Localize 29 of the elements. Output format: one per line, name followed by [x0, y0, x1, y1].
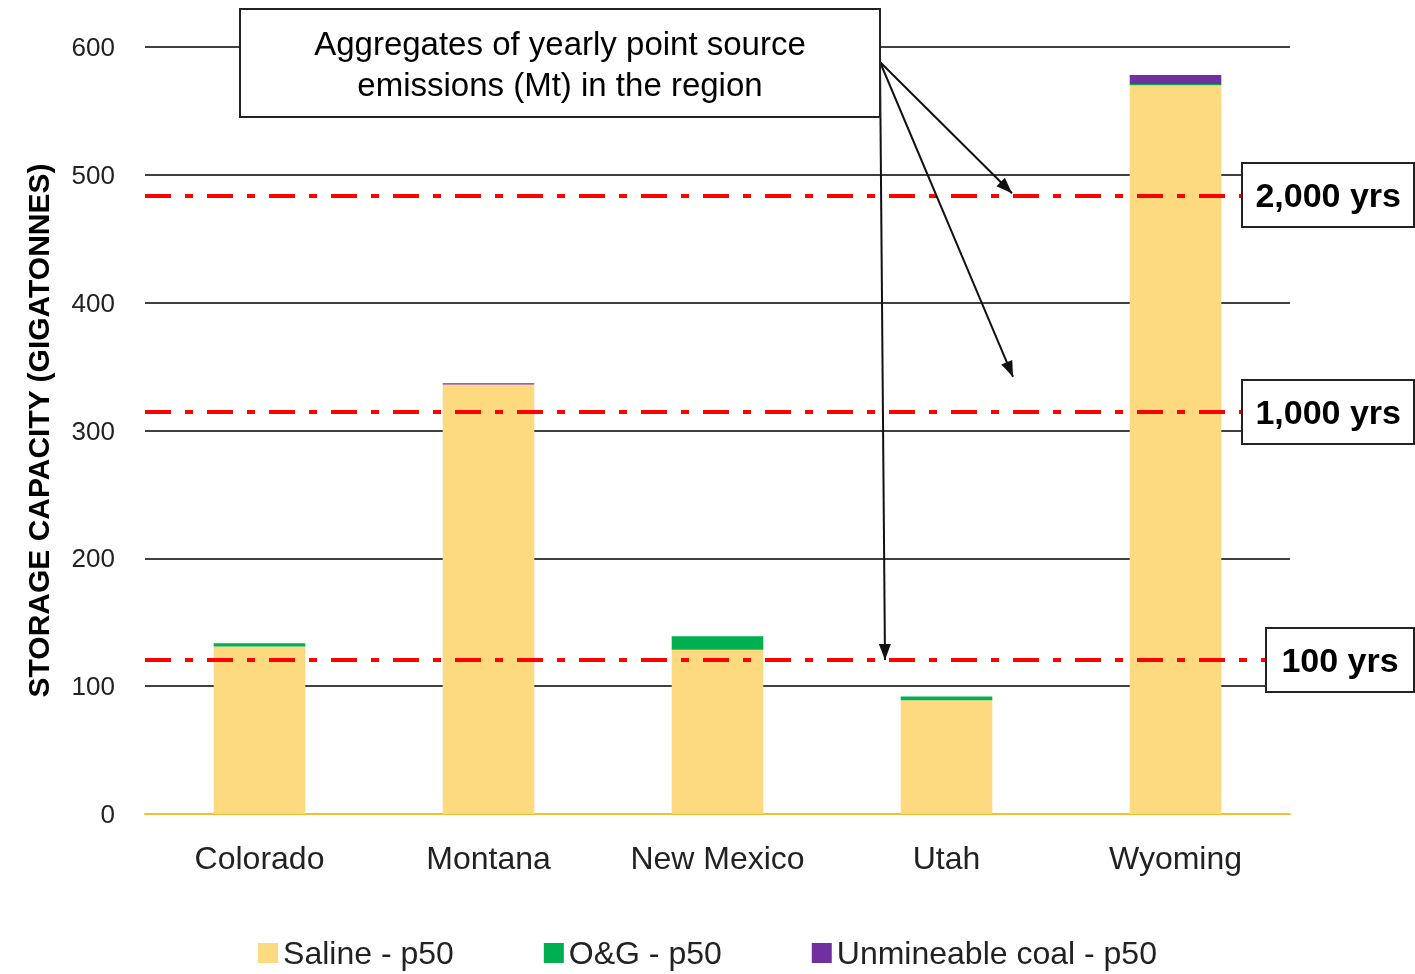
- y-tick-label: 100: [71, 671, 115, 702]
- bar: [900, 700, 993, 814]
- ref-line-label: 100 yrs: [1265, 626, 1415, 693]
- y-tick-label: 400: [71, 287, 115, 318]
- y-axis-title: STORAGE CAPACITY (GIGATONNES): [21, 163, 55, 698]
- y-tick-label: 300: [71, 415, 115, 446]
- y-tick-label: 0: [100, 799, 115, 829]
- x-tick-label: Utah: [912, 840, 981, 876]
- bar: [1129, 75, 1222, 85]
- legend-label: Saline - p50: [283, 935, 454, 971]
- y-tick-label: 200: [71, 543, 115, 574]
- ref-line-label: 2,000 yrs: [1241, 162, 1415, 229]
- x-tick-label: New Mexico: [630, 840, 805, 876]
- x-tick-label: Montana: [426, 840, 551, 876]
- y-tick-label: 500: [71, 159, 115, 190]
- bar: [213, 646, 306, 814]
- legend-label: O&G - p50: [568, 935, 722, 971]
- x-tick-label: Wyoming: [1108, 840, 1243, 876]
- x-tick-label: Colorado: [194, 840, 325, 876]
- y-tick-label: 600: [71, 32, 115, 62]
- bar: [213, 643, 306, 647]
- callout-box: Aggregates of yearly point source emissions (Mt) in the region: [239, 8, 881, 118]
- bar: [1129, 85, 1222, 814]
- bar: [671, 649, 764, 814]
- legend-label: Unmineable coal - p50: [836, 935, 1157, 971]
- bar: [900, 696, 993, 701]
- bar: [671, 636, 764, 650]
- ref-line-label: 1,000 yrs: [1241, 378, 1415, 445]
- bar: [442, 384, 535, 814]
